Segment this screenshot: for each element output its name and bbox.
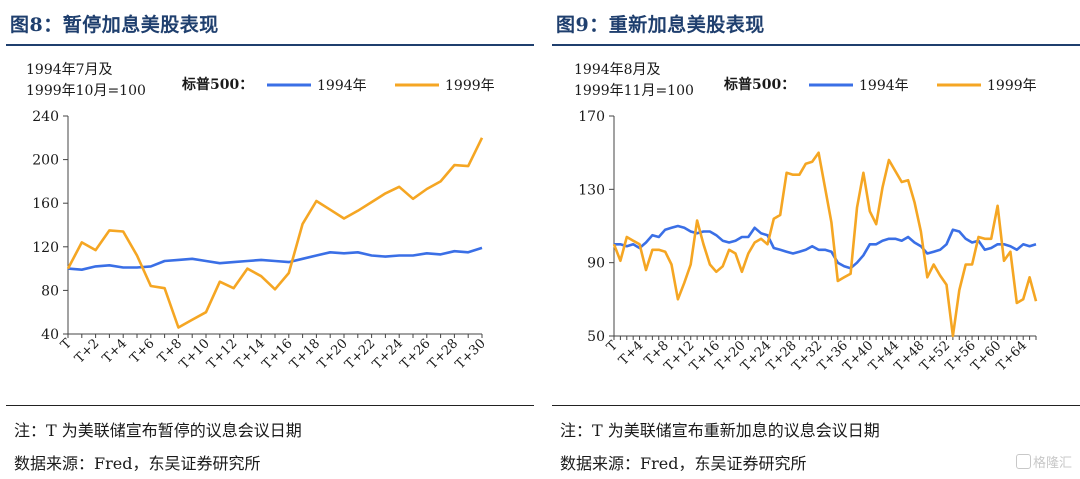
legend-label: 1994年	[859, 78, 909, 94]
legend-label: 1999年	[445, 78, 495, 94]
x-tick-label: T+28	[425, 336, 461, 372]
x-tick-label: T	[604, 338, 621, 355]
figure-panel-9: 图9：重新加息美股表现 1994年8月及 1999年11月=100 标普500： 19…	[552, 0, 1080, 479]
base-period-label: 1999年10月=100	[26, 83, 146, 99]
x-tick-label: T	[58, 336, 75, 353]
y-tick-label: 120	[32, 240, 59, 256]
x-tick-label: T+10	[177, 336, 213, 372]
x-tick-label: T+26	[397, 336, 433, 372]
y-tick-label: 80	[41, 283, 59, 299]
figure-title: 图9：重新加息美股表现	[556, 14, 765, 36]
watermark: 格隆汇	[1015, 452, 1072, 471]
y-tick-label: 160	[32, 196, 59, 212]
x-tick-label: T+2	[72, 336, 102, 366]
x-tick-label: T+20	[315, 336, 351, 372]
title-divider	[6, 44, 534, 46]
base-period-label: 1994年8月及	[574, 62, 661, 78]
footer-divider	[6, 405, 534, 406]
legend-label: 1999年	[987, 78, 1037, 94]
series-line-1994年	[614, 224, 1037, 270]
legend-label: 1994年	[317, 78, 367, 94]
y-tick-label: 50	[587, 329, 605, 345]
x-tick-label: T+64	[994, 338, 1030, 374]
x-tick-label: T+18	[287, 336, 323, 372]
series-line-1994年	[67, 246, 483, 271]
x-tick-label: T+16	[259, 336, 295, 372]
y-tick-label: 90	[587, 256, 605, 272]
chart-area: 1994年8月及 1999年11月=100 标普500： 1994年 1999年 50 90…	[574, 62, 1038, 374]
base-period-label: 1999年11月=100	[574, 83, 694, 99]
x-tick-label: T+22	[342, 336, 378, 372]
x-tick-label: T+4	[616, 338, 646, 368]
watermark-text: 格隆汇	[1032, 456, 1072, 471]
x-tick-label: T+30	[453, 336, 489, 372]
y-tick-label: 130	[578, 182, 605, 198]
legend-prefix: 标普500：	[181, 76, 253, 93]
y-tick-label: 240	[32, 109, 59, 125]
title-divider	[552, 44, 1080, 46]
x-tick-label: T+14	[232, 336, 268, 372]
legend-prefix: 标普500：	[723, 76, 795, 93]
chart-area: 1994年7月及 1999年10月=100 标普500： 1994年 1999年 40 80…	[26, 62, 495, 372]
series-line-1999年	[612, 151, 1038, 338]
x-tick-label: T+12	[204, 336, 240, 372]
x-tick-label: T+24	[370, 336, 406, 372]
y-tick-label: 40	[41, 327, 59, 343]
y-tick-label: 170	[578, 109, 605, 125]
figure-title: 图8：暂停加息美股表现	[10, 14, 219, 36]
y-tick-label: 200	[32, 153, 59, 169]
x-tick-label: T+4	[100, 336, 130, 366]
chart-note: 注：T 为美联储宣布暂停的议息会议日期	[14, 421, 302, 440]
chart-source: 数据来源：Fred，东吴证券研究所	[560, 454, 807, 473]
x-tick-label: T+6	[127, 336, 157, 366]
base-period-label: 1994年7月及	[26, 62, 113, 78]
chart-source: 数据来源：Fred，东吴证券研究所	[14, 454, 261, 473]
series-line-1999年	[66, 137, 484, 329]
footer-divider	[552, 405, 1080, 406]
figure-panel-8: 图8：暂停加息美股表现 1994年7月及 1999年10月=100 标普500： 19…	[6, 0, 534, 479]
chart-note: 注：T 为美联储宣布重新加息的议息会议日期	[560, 421, 880, 440]
watermark-logo-icon	[1015, 454, 1031, 469]
